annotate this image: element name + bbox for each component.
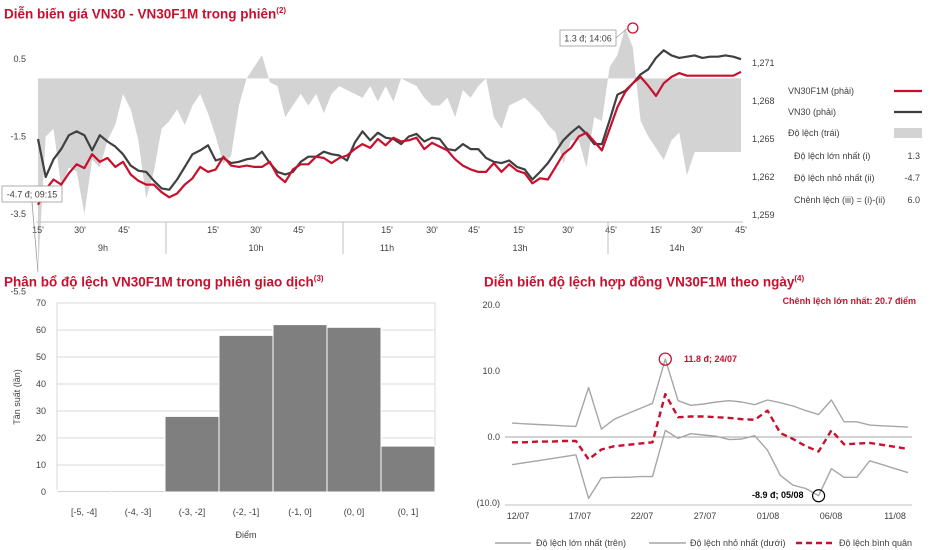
left-tick-label: -1.5 xyxy=(10,132,26,142)
hist-y-tick-label: 10 xyxy=(36,460,46,470)
min-deviation-label: -4.7 đ; 09:15 xyxy=(7,190,58,200)
daily-x-tick-label: 11/08 xyxy=(884,511,906,521)
legend-deviation-label: Độ lệch (trái) xyxy=(788,128,840,138)
daily-y-tick-label: (10.0) xyxy=(476,498,500,508)
hist-x-tick-label: (-4, -3] xyxy=(125,507,152,517)
hist-bar xyxy=(164,415,220,493)
max-deviation-label: 1.3 đ; 14:06 xyxy=(564,34,612,44)
legend-table-value: -4.7 xyxy=(904,173,920,183)
x-hour-label: 13h xyxy=(512,243,527,253)
x-minute-label: 15' xyxy=(650,225,662,235)
right-tick-label: 1,259 xyxy=(752,210,775,220)
daily-x-tick-label: 27/07 xyxy=(694,511,717,521)
daily-x-tick-label: 22/07 xyxy=(631,511,654,521)
daily-max-label: 11.8 đ; 24/07 xyxy=(684,354,737,364)
x-minute-label: 15' xyxy=(381,225,393,235)
hist-y-tick-label: 30 xyxy=(36,406,46,416)
hist-bar xyxy=(56,490,112,493)
legend-table-value: 1.3 xyxy=(907,151,920,161)
daily-x-tick-label: 12/07 xyxy=(507,511,530,521)
series-deviation-area xyxy=(38,28,741,273)
hist-x-tick-label: (0, 0] xyxy=(344,507,365,517)
left-tick-label: -5.5 xyxy=(10,287,26,297)
max-deviation-leader xyxy=(615,27,629,39)
hist-y-axis-title: Tần suất (lần) xyxy=(12,369,22,425)
legend-vn30-label: VN30 (phải) xyxy=(788,107,836,117)
max-deviation-marker xyxy=(627,22,639,34)
x-minute-label: 30' xyxy=(250,225,262,235)
x-hour-label: 10h xyxy=(248,243,263,253)
hist-x-tick-label: (-1, 0] xyxy=(288,507,312,517)
legend-deviation-swatch xyxy=(894,128,922,138)
hist-x-tick-label: (-3, -2] xyxy=(179,507,206,517)
hist-bar xyxy=(380,445,436,493)
series-daily-avg xyxy=(512,392,909,461)
x-minute-label: 30' xyxy=(74,225,86,235)
x-minute-label: 45' xyxy=(605,225,617,235)
legend-table-label: Độ lệch nhỏ nhất (ii) xyxy=(794,173,875,183)
subtitle-max-spread: Chênh lệch lớn nhất: 20.7 điểm xyxy=(783,296,916,306)
legend-table-label: Độ lệch lớn nhất (i) xyxy=(794,151,870,161)
x-hour-label: 14h xyxy=(669,243,684,253)
daily-x-tick-label: 06/08 xyxy=(820,511,843,521)
hist-y-tick-label: 50 xyxy=(36,352,46,362)
daily-y-tick-label: 20.0 xyxy=(482,300,500,310)
daily-y-tick-label: 10.0 xyxy=(482,366,500,376)
x-minute-label: 30' xyxy=(691,225,703,235)
legend-table-label: Chênh lệch (iii) = (i)-(ii) xyxy=(794,195,885,205)
daily-legend-label: Độ lệch lớn nhất (trên) xyxy=(536,538,626,548)
x-hour-label: 11h xyxy=(380,243,394,253)
legend-vn30f1m-label: VN30F1M (phải) xyxy=(788,86,854,96)
x-hour-label: 9h xyxy=(98,243,108,253)
left-tick-label: -3.5 xyxy=(10,209,26,219)
hist-bar xyxy=(326,326,382,493)
chart2-title: Phân bổ độ lệch VN30F1M trong phiên giao… xyxy=(4,274,324,290)
x-minute-label: 15' xyxy=(513,225,525,235)
right-tick-label: 1,265 xyxy=(752,134,775,144)
daily-x-tick-label: 01/08 xyxy=(757,511,780,521)
x-minute-label: 45' xyxy=(735,225,747,235)
daily-legend-label: Độ lệch bình quân xyxy=(839,538,912,548)
hist-bar xyxy=(272,324,328,493)
series-daily-min xyxy=(511,429,909,500)
x-minute-label: 45' xyxy=(118,225,130,235)
chart1-title: Diễn biến giá VN30 - VN30F1M trong phiên… xyxy=(4,6,287,22)
daily-min-label: -8.9 đ; 05/08 xyxy=(752,490,804,500)
x-minute-label: 15' xyxy=(207,225,219,235)
series-line-vn30f1m xyxy=(37,70,742,206)
left-tick-label: 0.5 xyxy=(13,54,26,64)
daily-y-tick-label: 0.0 xyxy=(487,432,500,442)
hist-x-tick-label: (0, 1] xyxy=(398,507,419,517)
hist-y-tick-label: 20 xyxy=(36,433,46,443)
hist-x-axis-title: Điểm xyxy=(235,530,256,540)
series-daily-max xyxy=(511,358,909,430)
hist-y-tick-label: 0 xyxy=(41,487,46,497)
daily-max-marker xyxy=(658,352,672,366)
x-minute-label: 30' xyxy=(426,225,438,235)
hist-x-tick-label: (-2, -1] xyxy=(233,507,260,517)
hist-bar xyxy=(110,490,166,493)
hist-bar xyxy=(218,334,274,493)
x-minute-label: 45' xyxy=(468,225,480,235)
legend-table-value: 6.0 xyxy=(907,195,920,205)
hist-y-tick-label: 60 xyxy=(36,325,46,335)
right-tick-label: 1,262 xyxy=(752,172,775,182)
x-minute-label: 45' xyxy=(293,225,305,235)
chart3-title: Diễn biến độ lệch hợp đồng VN30F1M theo … xyxy=(484,274,805,290)
min-deviation-leader xyxy=(31,201,39,273)
hist-y-tick-label: 40 xyxy=(36,379,46,389)
right-tick-label: 1,268 xyxy=(752,96,775,106)
hist-x-tick-label: [-5, -4] xyxy=(71,507,97,517)
hist-y-tick-label: 70 xyxy=(36,298,46,308)
daily-legend-label: Độ lệch nhỏ nhất (dưới) xyxy=(690,538,785,548)
x-minute-label: 15' xyxy=(32,225,44,235)
series-line-vn30 xyxy=(36,49,742,191)
right-tick-label: 1,271 xyxy=(752,58,775,68)
daily-min-marker xyxy=(811,489,826,503)
daily-x-tick-label: 17/07 xyxy=(569,511,592,521)
x-minute-label: 30' xyxy=(562,225,574,235)
